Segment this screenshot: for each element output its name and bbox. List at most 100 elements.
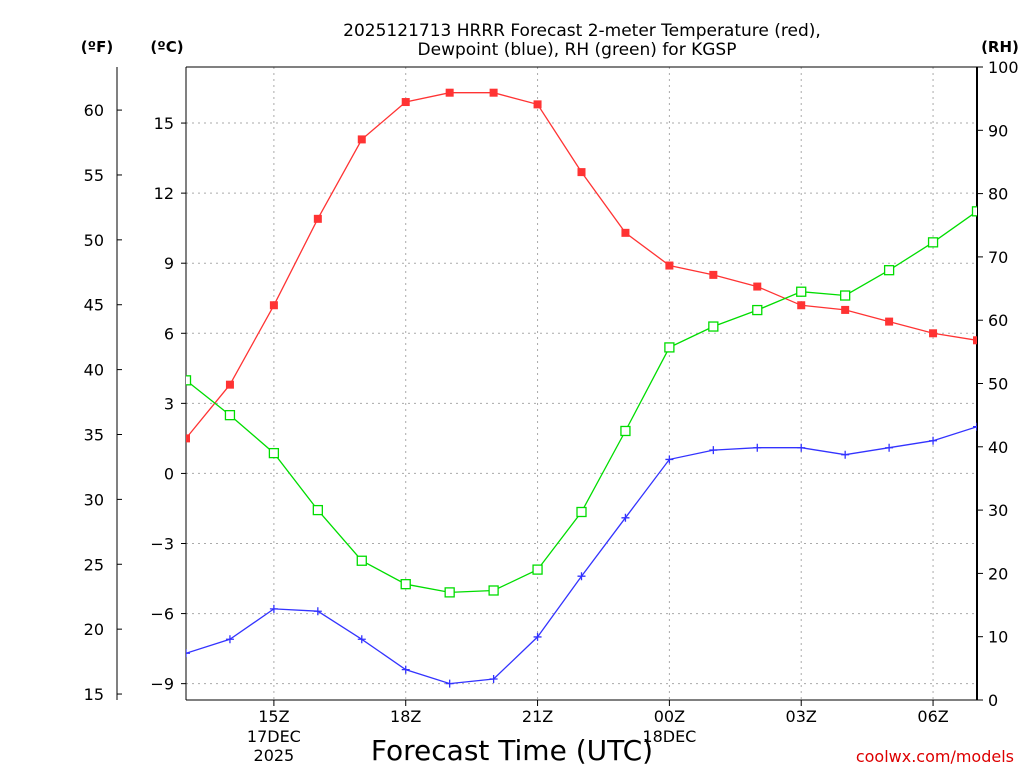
fahrenheit-tick-label: 45 <box>84 296 104 315</box>
fahrenheit-tick-label: 30 <box>84 490 104 509</box>
temperature-point <box>357 135 366 144</box>
temperature-point <box>709 270 718 279</box>
dewpoint-point <box>709 446 718 455</box>
dewpoint-point <box>225 635 234 644</box>
rh-point <box>268 447 280 459</box>
temperature-point <box>186 434 190 443</box>
fahrenheit-tick-label: 60 <box>84 101 104 120</box>
rh-tick-label: 30 <box>988 501 1008 520</box>
dewpoint-point <box>665 455 674 464</box>
x-tick-label: 03Z <box>786 707 817 726</box>
temperature-point <box>577 168 586 177</box>
rh-tick-label: 70 <box>988 248 1008 267</box>
dewpoint-point <box>401 665 410 674</box>
rh-point <box>312 504 323 516</box>
celsius-unit-label: (ºC) <box>150 38 183 56</box>
fahrenheit-tick-label: 35 <box>84 425 104 444</box>
rh-tick-label: 60 <box>988 311 1008 330</box>
fahrenheit-tick-label: 20 <box>84 620 104 639</box>
rh-point <box>840 290 851 301</box>
rh-point <box>708 321 719 332</box>
rh-tick-label: 40 <box>988 438 1008 457</box>
rh-tick-label: 50 <box>988 375 1008 394</box>
rh-tick-label: 20 <box>988 564 1008 583</box>
dewpoint-point <box>533 632 542 641</box>
dewpoint-point <box>621 513 630 522</box>
watermark: coolwx.com/models <box>856 747 1014 766</box>
rh-tick-label: 100 <box>988 58 1019 77</box>
temperature-point <box>973 336 977 345</box>
temperature-point <box>885 317 894 326</box>
temperature-point <box>401 98 410 107</box>
fahrenheit-tick-label: 40 <box>84 361 104 380</box>
celsius-tick-label: 6 <box>164 324 174 343</box>
dewpoint-point <box>357 635 366 644</box>
temperature-point <box>929 329 938 338</box>
x-tick-label: 21Z <box>522 707 553 726</box>
x-tick-label: 00Z <box>654 707 685 726</box>
chart-series <box>186 88 977 688</box>
rh-point <box>532 564 543 575</box>
rh-point <box>883 265 895 276</box>
rh-tick-label: 0 <box>988 691 998 710</box>
rh-unit-label: (RH) <box>981 38 1019 56</box>
temperature-point <box>753 282 762 291</box>
dewpoint-point <box>186 649 190 658</box>
rh-tick-label: 80 <box>988 185 1008 204</box>
dewpoint-point <box>313 607 322 616</box>
temperature-point <box>621 228 630 237</box>
x-tick-year-label: 2025 <box>254 746 295 765</box>
dewpoint-point <box>797 443 806 452</box>
rh-point <box>488 585 499 596</box>
temperature-point <box>269 301 278 310</box>
celsius-tick-label: 9 <box>164 254 174 273</box>
temperature-point <box>665 261 674 270</box>
celsius-tick-label: −9 <box>150 675 174 694</box>
fahrenheit-tick-label: 55 <box>84 166 104 185</box>
dewpoint-point <box>489 674 498 683</box>
temperature-point <box>841 305 850 314</box>
x-axis-label: Forecast Time (UTC) <box>371 734 653 767</box>
fahrenheit-unit-label: (ºF) <box>81 38 113 56</box>
temperature-point <box>533 100 542 109</box>
dewpoint-point <box>753 443 762 452</box>
fahrenheit-tick-label: 25 <box>84 555 104 574</box>
rh-point <box>224 409 236 421</box>
dewpoint-point <box>269 604 278 613</box>
rh-point <box>796 286 807 297</box>
series-temperature <box>186 88 977 443</box>
rh-point <box>576 506 587 518</box>
temperature-point <box>313 214 322 223</box>
dewpoint-point <box>929 436 938 445</box>
series-dewpoint <box>186 422 977 688</box>
rh-point <box>444 587 455 598</box>
series-rh <box>186 206 977 598</box>
x-tick-label: 18Z <box>390 707 421 726</box>
temperature-point <box>489 88 498 97</box>
x-tick-date-label: 18DEC <box>642 727 696 746</box>
celsius-tick-label: 15 <box>154 114 174 133</box>
rh-point <box>971 206 977 217</box>
celsius-tick-label: −3 <box>150 535 174 554</box>
x-tick-date-label: 17DEC <box>247 727 301 746</box>
chart-title-line1: 2025121713 HRRR Forecast 2-meter Tempera… <box>343 21 821 41</box>
rh-tick-label: 10 <box>988 628 1008 647</box>
x-tick-label: 15Z <box>258 707 289 726</box>
celsius-tick-label: 3 <box>164 394 174 413</box>
dewpoint-point <box>445 679 454 688</box>
rh-point <box>620 425 631 437</box>
rh-point <box>356 555 367 566</box>
rh-point <box>927 237 939 248</box>
temperature-point <box>797 301 806 310</box>
celsius-tick-label: 12 <box>154 184 174 203</box>
rh-point <box>186 375 192 386</box>
fahrenheit-tick-label: 50 <box>84 231 104 250</box>
rh-point <box>752 304 763 316</box>
rh-point <box>664 342 675 353</box>
dewpoint-point <box>841 450 850 459</box>
temperature-point <box>225 380 234 389</box>
dewpoint-point <box>973 422 977 431</box>
tick-labels: 15129630−3−6−960555045403530252015100908… <box>84 58 1019 765</box>
